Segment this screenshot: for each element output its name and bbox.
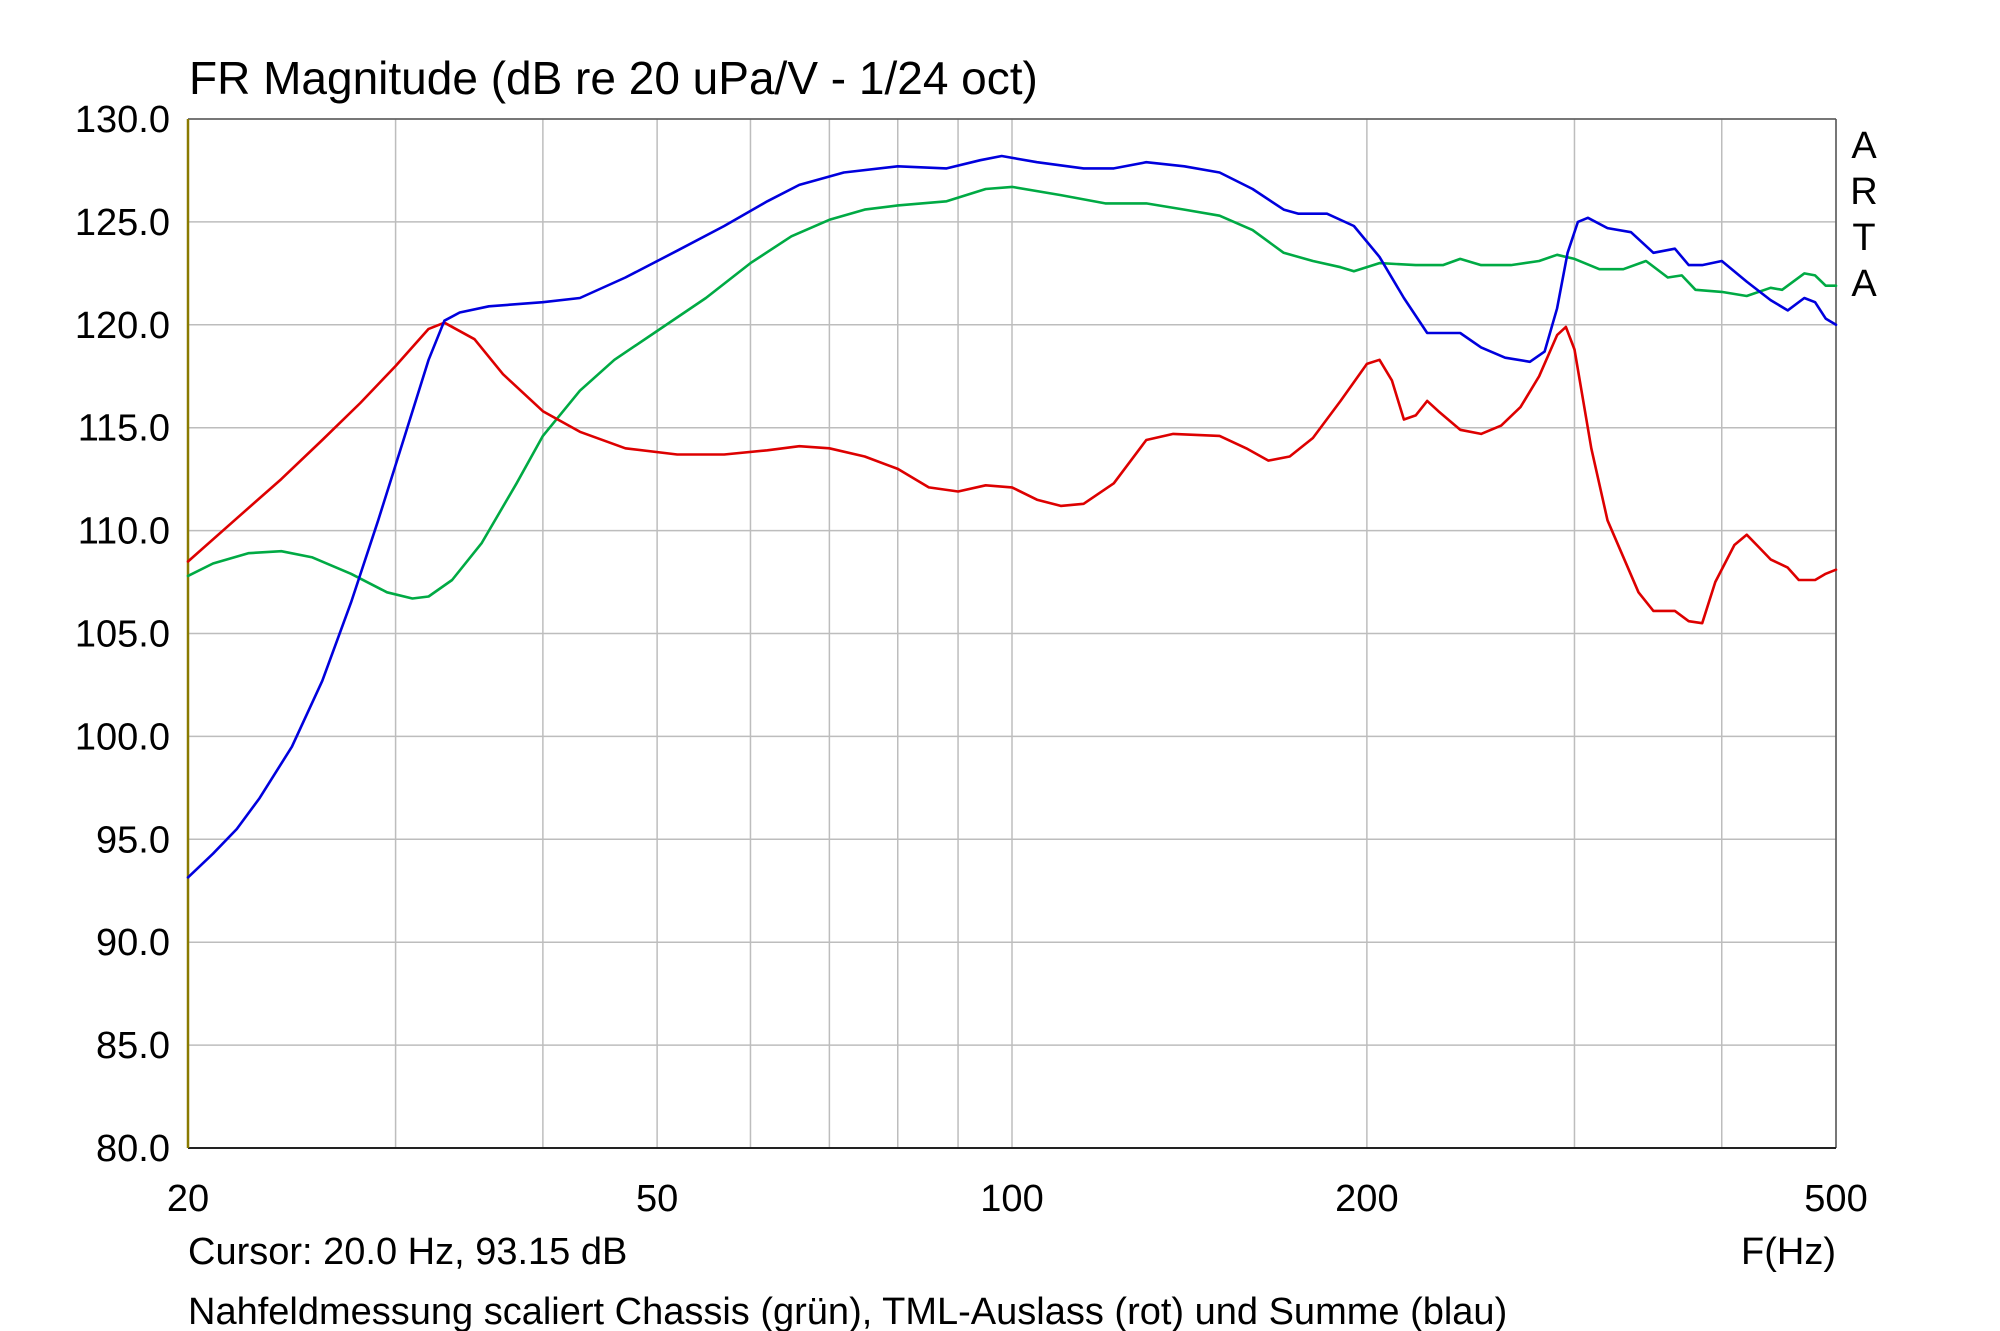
brand-letter: R: [1850, 171, 1877, 213]
series-line-0: [186, 185, 1838, 600]
x-tick-label: 20: [167, 1178, 209, 1220]
x-tick-label: 50: [636, 1178, 678, 1220]
chart-caption: Nahfeldmessung scaliert Chassis (grün), …: [188, 1291, 1507, 1331]
series-line-2: [186, 154, 1838, 879]
series-layer: [186, 154, 1838, 879]
y-tick-label: 100.0: [75, 716, 170, 758]
x-tick-label: 200: [1335, 1178, 1398, 1220]
chart-title: FR Magnitude (dB re 20 uPa/V - 1/24 oct): [189, 52, 1038, 104]
plot-area: [186, 118, 1837, 1149]
y-tick-label: 105.0: [75, 614, 170, 656]
x-tick-label: 100: [980, 1178, 1043, 1220]
y-tick-label: 125.0: [75, 202, 170, 244]
y-tick-label: 115.0: [78, 408, 170, 450]
y-tick-label: 120.0: [75, 305, 170, 347]
x-axis-tick-labels: 20 50 100 200 500: [167, 1178, 1868, 1220]
y-tick-label: 85.0: [96, 1025, 170, 1067]
cursor-readout: Cursor: 20.0 Hz, 93.15 dB: [188, 1231, 627, 1273]
brand-letter: A: [1851, 263, 1877, 305]
series-line-1: [186, 321, 1838, 625]
x-tick-label: 500: [1804, 1178, 1867, 1220]
brand-letter: T: [1852, 217, 1875, 259]
y-tick-label: 90.0: [96, 922, 170, 964]
y-tick-label: 95.0: [96, 819, 170, 861]
y-tick-label: 110.0: [78, 511, 170, 553]
y-tick-label: 80.0: [96, 1128, 170, 1170]
y-axis-tick-labels: 80.0 85.0 90.0 95.0 100.0 105.0 110.0 115.0 120.…: [75, 99, 170, 1170]
brand-letter: A: [1851, 125, 1877, 167]
y-tick-label: 130.0: [75, 99, 170, 141]
x-axis-label: F(Hz): [1741, 1231, 1836, 1273]
